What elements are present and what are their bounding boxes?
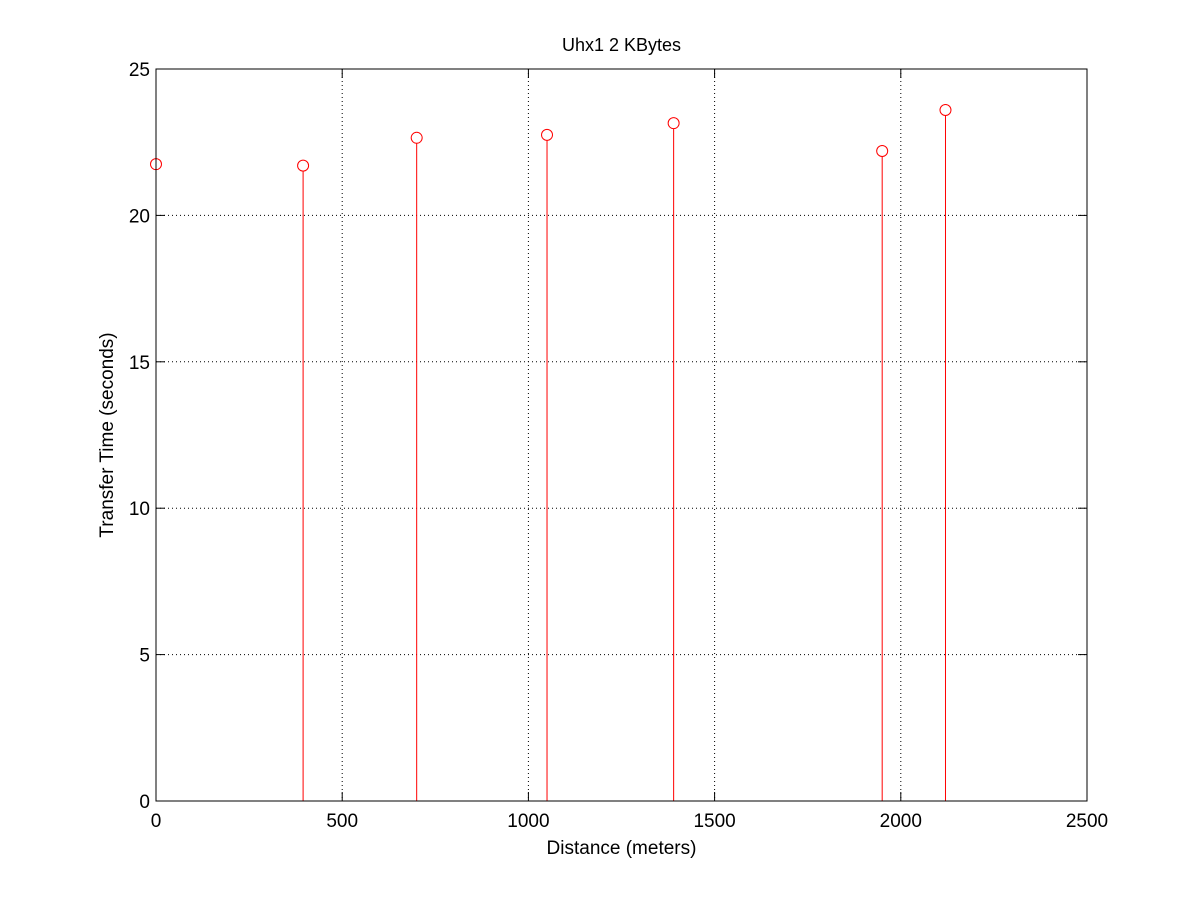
y-tick-label: 10 bbox=[129, 499, 150, 520]
y-tick-label: 5 bbox=[139, 646, 150, 667]
chart-title: Uhx1 2 KBytes bbox=[562, 35, 681, 55]
y-tick-label: 0 bbox=[139, 792, 150, 813]
y-tick-labels: 0 5 10 15 20 25 bbox=[129, 60, 150, 813]
x-tick-label: 2500 bbox=[1066, 811, 1108, 832]
x-tick-label: 1000 bbox=[507, 811, 549, 832]
stem-marker bbox=[667, 117, 680, 130]
x-tick-label: 500 bbox=[326, 811, 358, 832]
y-tick-label: 25 bbox=[129, 60, 150, 81]
x-tick-label: 0 bbox=[151, 811, 162, 832]
stem-marker bbox=[297, 159, 310, 172]
axis-ticks bbox=[155, 68, 1088, 802]
x-tick-label: 1500 bbox=[693, 811, 735, 832]
stem-marker bbox=[410, 131, 423, 144]
x-axis-title: Distance (meters) bbox=[547, 838, 697, 859]
x-tick-labels: 0 500 1000 1500 2000 2500 bbox=[151, 811, 1108, 832]
stem-marker bbox=[939, 103, 952, 116]
axes-box bbox=[155, 68, 1088, 802]
y-tick-label: 20 bbox=[129, 206, 150, 227]
x-tick-label: 2000 bbox=[880, 811, 922, 832]
y-axis-title: Transfer Time (seconds) bbox=[97, 332, 118, 537]
stem-marker bbox=[541, 128, 554, 141]
stem-series bbox=[150, 103, 952, 801]
stem-marker bbox=[876, 144, 889, 157]
plot-area bbox=[156, 69, 1087, 801]
y-tick-label: 15 bbox=[129, 353, 150, 374]
